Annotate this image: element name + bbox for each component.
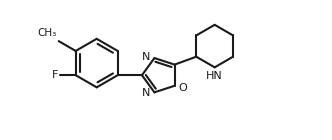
Text: F: F bbox=[51, 70, 58, 80]
Text: N: N bbox=[142, 88, 150, 99]
Text: O: O bbox=[179, 83, 188, 93]
Text: HN: HN bbox=[206, 72, 223, 81]
Text: CH₃: CH₃ bbox=[37, 28, 56, 38]
Text: N: N bbox=[142, 52, 150, 62]
